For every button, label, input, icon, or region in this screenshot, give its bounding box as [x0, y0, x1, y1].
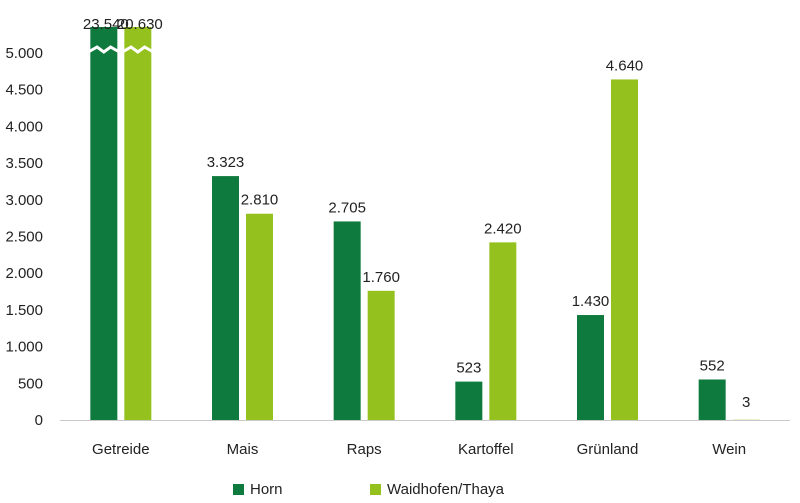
y-tick-label: 1.500	[5, 302, 43, 319]
y-tick-label: 500	[18, 375, 43, 392]
axis-break-mark	[121, 45, 155, 54]
y-tick-label: 1.000	[5, 339, 43, 356]
data-label: 20.630	[117, 16, 163, 33]
y-axis: 0 500 1.000 1.500 2.000 2.500 3.000 3.500 4.000 4…	[5, 45, 43, 429]
data-label: 523	[456, 360, 481, 377]
x-tick-label: Mais	[227, 441, 259, 458]
data-label: 3	[742, 394, 750, 411]
bar-horn-mais	[212, 176, 239, 420]
bars	[87, 27, 760, 421]
y-tick-label: 5.000	[5, 45, 43, 62]
bar-waidhofen-thaya-mais	[246, 213, 273, 420]
legend-label: Waidhofen/Thaya	[387, 481, 505, 498]
legend: Horn Waidhofen/Thaya	[233, 481, 505, 498]
bar-horn-raps	[333, 221, 361, 420]
data-label: 2.810	[241, 192, 279, 209]
data-label: 2.705	[328, 199, 366, 216]
legend-swatch	[370, 484, 381, 495]
axis-break-mark	[87, 45, 121, 54]
bar-horn-wein	[698, 379, 726, 420]
y-tick-label: 2.500	[5, 229, 43, 246]
y-tick-label: 0	[35, 412, 43, 429]
bar-horn-grünland	[577, 315, 604, 420]
data-label: 3.323	[207, 154, 245, 171]
x-tick-label: Grünland	[577, 441, 639, 458]
bar-waidhofen-thaya-raps	[367, 290, 395, 420]
data-label: 4.640	[606, 57, 644, 74]
data-label: 552	[700, 357, 725, 374]
bar-horn-getreide	[90, 27, 118, 420]
legend-swatch	[233, 484, 244, 495]
y-tick-label: 4.000	[5, 118, 43, 135]
data-label: 1.430	[572, 293, 610, 310]
y-tick-label: 3.500	[5, 155, 43, 172]
legend-label: Horn	[250, 481, 283, 498]
data-label: 1.760	[362, 269, 400, 286]
bar-horn-kartoffel	[455, 381, 483, 420]
bar-waidhofen-thaya-getreide	[124, 27, 152, 420]
bar-waidhofen-thaya-grünland	[611, 79, 638, 420]
x-tick-label: Wein	[712, 441, 746, 458]
y-tick-label: 2.000	[5, 265, 43, 282]
x-axis: Getreide Mais Raps Kartoffel Grünland Wein	[92, 441, 746, 458]
x-tick-label: Getreide	[92, 441, 150, 458]
data-label: 2.420	[484, 220, 522, 237]
y-tick-label: 3.000	[5, 192, 43, 209]
y-tick-label: 4.500	[5, 82, 43, 99]
x-tick-label: Raps	[347, 441, 382, 458]
data-label: 23.540	[83, 16, 129, 33]
bar-waidhofen-thaya-kartoffel	[489, 242, 517, 420]
x-tick-label: Kartoffel	[458, 441, 514, 458]
